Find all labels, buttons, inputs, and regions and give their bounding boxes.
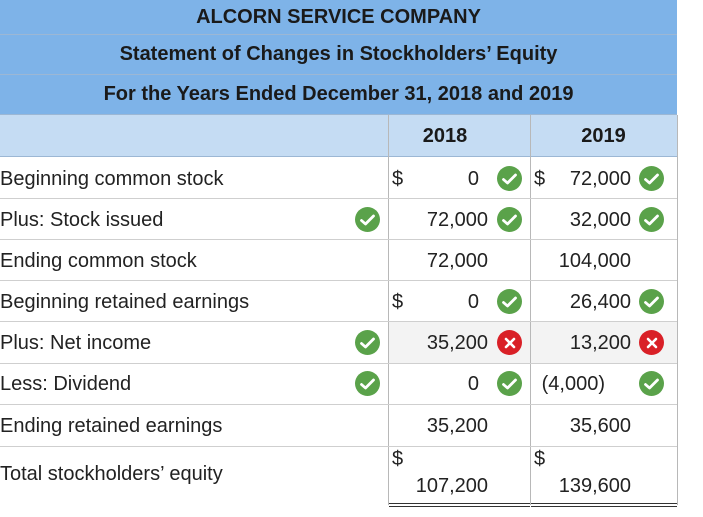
grid-line bbox=[388, 115, 389, 505]
table-row: Beginning common stock $ 0 $ 72,000 bbox=[0, 157, 677, 199]
value-2019: 139,600 bbox=[558, 475, 631, 497]
column-header-row: 2018 2019 bbox=[0, 115, 677, 157]
correct-check-icon bbox=[355, 207, 380, 232]
value-2019[interactable]: 72,000 bbox=[569, 168, 631, 190]
dollar-sign: $ bbox=[534, 168, 546, 190]
table-row: Plus: Net income 35,200 13,200 bbox=[0, 322, 677, 364]
value-2018[interactable]: 0 bbox=[467, 291, 479, 313]
double-underline bbox=[531, 503, 677, 507]
value-2019: 104,000 bbox=[558, 250, 631, 272]
value-2018: 107,200 bbox=[415, 475, 488, 497]
value-2019[interactable]: 32,000 bbox=[569, 209, 631, 231]
correct-check-icon bbox=[355, 371, 380, 396]
column-header-2018: 2018 bbox=[422, 124, 468, 147]
value-2019: 35,600 bbox=[569, 415, 631, 437]
value-2019[interactable]: 26,400 bbox=[569, 291, 631, 313]
statement-title: Statement of Changes in Stockholders’ Eq… bbox=[0, 35, 677, 75]
correct-check-icon bbox=[355, 330, 380, 355]
correct-check-icon bbox=[639, 166, 664, 191]
row-label: Ending common stock bbox=[0, 250, 197, 272]
correct-check-icon bbox=[497, 371, 522, 396]
correct-check-icon bbox=[497, 166, 522, 191]
column-header-2019: 2019 bbox=[581, 124, 626, 147]
correct-check-icon bbox=[639, 371, 664, 396]
correct-check-icon bbox=[639, 289, 664, 314]
row-label: Plus: Net income bbox=[0, 332, 152, 354]
value-2018[interactable]: 72,000 bbox=[426, 209, 488, 231]
row-label: Beginning retained earnings bbox=[0, 291, 250, 313]
grid-line bbox=[677, 115, 678, 505]
dollar-sign: $ bbox=[392, 448, 404, 470]
correct-check-icon bbox=[497, 207, 522, 232]
dollar-sign: $ bbox=[392, 168, 404, 190]
table-row: Less: Dividend 0 (4,000) bbox=[0, 364, 677, 405]
value-2018: 72,000 bbox=[426, 250, 488, 272]
company-name: ALCORN SERVICE COMPANY bbox=[0, 0, 677, 35]
dollar-sign: $ bbox=[534, 448, 546, 470]
row-label: Less: Dividend bbox=[0, 373, 132, 395]
value-2019[interactable]: (4,000) bbox=[541, 373, 605, 395]
grid-line bbox=[530, 115, 531, 505]
value-2018[interactable]: 35,200 bbox=[426, 332, 488, 354]
table-row: Beginning retained earnings $ 0 26,400 bbox=[0, 281, 677, 322]
incorrect-x-icon bbox=[639, 330, 664, 355]
table-row: Ending retained earnings 35,200 35,600 bbox=[0, 405, 677, 447]
value-2018: 35,200 bbox=[426, 415, 488, 437]
table-row: Plus: Stock issued 72,000 32,000 bbox=[0, 199, 677, 240]
value-2019[interactable]: 13,200 bbox=[569, 332, 631, 354]
statement-period: For the Years Ended December 31, 2018 an… bbox=[0, 75, 677, 115]
double-underline bbox=[389, 503, 530, 507]
row-label: Total stockholders’ equity bbox=[0, 463, 223, 485]
table-row: Ending common stock 72,000 104,000 bbox=[0, 240, 677, 281]
row-label: Ending retained earnings bbox=[0, 415, 223, 437]
table-row: Total stockholders’ equity $ 107,200 $ 1… bbox=[0, 447, 677, 505]
dollar-sign: $ bbox=[392, 291, 404, 313]
value-2018[interactable]: 0 bbox=[467, 168, 479, 190]
row-label: Beginning common stock bbox=[0, 168, 224, 190]
row-label: Plus: Stock issued bbox=[0, 209, 164, 231]
value-2018[interactable]: 0 bbox=[467, 373, 479, 395]
incorrect-x-icon bbox=[497, 330, 522, 355]
correct-check-icon bbox=[497, 289, 522, 314]
correct-check-icon bbox=[639, 207, 664, 232]
